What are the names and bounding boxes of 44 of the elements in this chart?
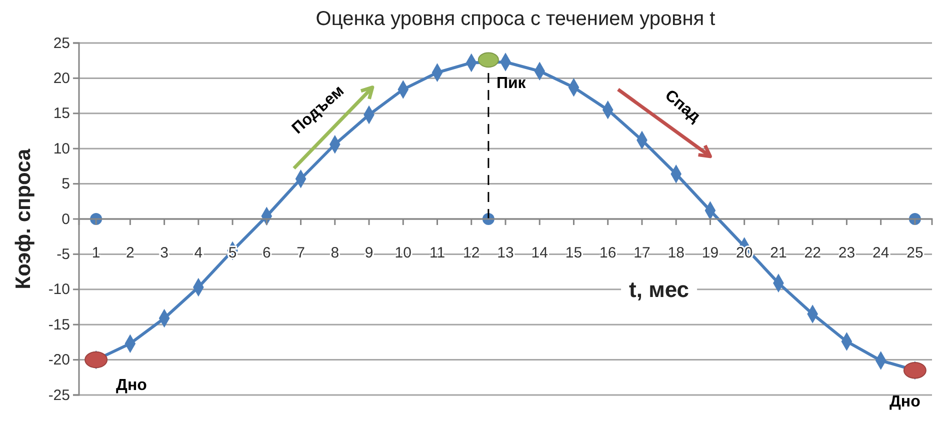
y-tick-label: 20 xyxy=(53,70,70,87)
point xyxy=(903,362,926,379)
point xyxy=(84,351,108,368)
x-tick-label: 15 xyxy=(565,244,582,262)
y-tick-label: -10 xyxy=(48,281,70,298)
y-tick-label: -25 xyxy=(48,386,70,404)
x-tick-label: 6 xyxy=(262,244,271,262)
x-tick-label: 13 xyxy=(497,244,514,262)
x-tick-label: 3 xyxy=(160,244,168,262)
x-tick-label: 2 xyxy=(126,244,134,262)
x-tick-label: 22 xyxy=(804,244,821,262)
y-tick-label: -20 xyxy=(48,352,70,369)
x-tick-label: 18 xyxy=(668,244,684,262)
x-tick-label: 12 xyxy=(463,244,480,262)
x-tick-label: 17 xyxy=(634,244,650,262)
x-tick-label: 7 xyxy=(296,244,305,262)
y-tick-label: -15 xyxy=(48,316,70,334)
x-tick-label: 10 xyxy=(394,244,412,262)
point xyxy=(478,52,499,68)
x-tick-label: 16 xyxy=(600,244,616,262)
x-tick-label: 11 xyxy=(429,244,446,262)
chart-title: Оценка уровня спроса с течением уровня t xyxy=(316,8,716,30)
annotation: Дно xyxy=(890,393,921,410)
y-tick-label: 0 xyxy=(62,210,70,228)
x-tick-label: 21 xyxy=(770,244,787,262)
y-tick-label: 10 xyxy=(53,140,70,158)
x-tick-label: 9 xyxy=(364,244,374,262)
x-tick-label: 8 xyxy=(330,244,340,262)
x-tick-label: 19 xyxy=(702,244,719,262)
y-tick-label: 25 xyxy=(53,34,70,52)
x-tick-label: 25 xyxy=(906,244,924,262)
y-tick-label: -5 xyxy=(56,246,70,263)
annotation: Пик xyxy=(496,74,527,92)
x-tick-label: 24 xyxy=(872,244,890,262)
y-tick-label: 15 xyxy=(53,105,70,122)
x-tick-label: 5 xyxy=(228,244,237,262)
x-tick-label: 4 xyxy=(194,244,203,262)
annotation: Дно xyxy=(116,376,148,394)
x-axis-title: t, мес xyxy=(629,277,690,302)
x-tick-label: 1 xyxy=(92,244,100,262)
y-tick-label: 5 xyxy=(62,176,70,193)
x-tick-label: 14 xyxy=(531,244,548,262)
y-axis-title: Коэф. спроса xyxy=(12,148,35,290)
x-tick-label: 23 xyxy=(838,244,856,262)
